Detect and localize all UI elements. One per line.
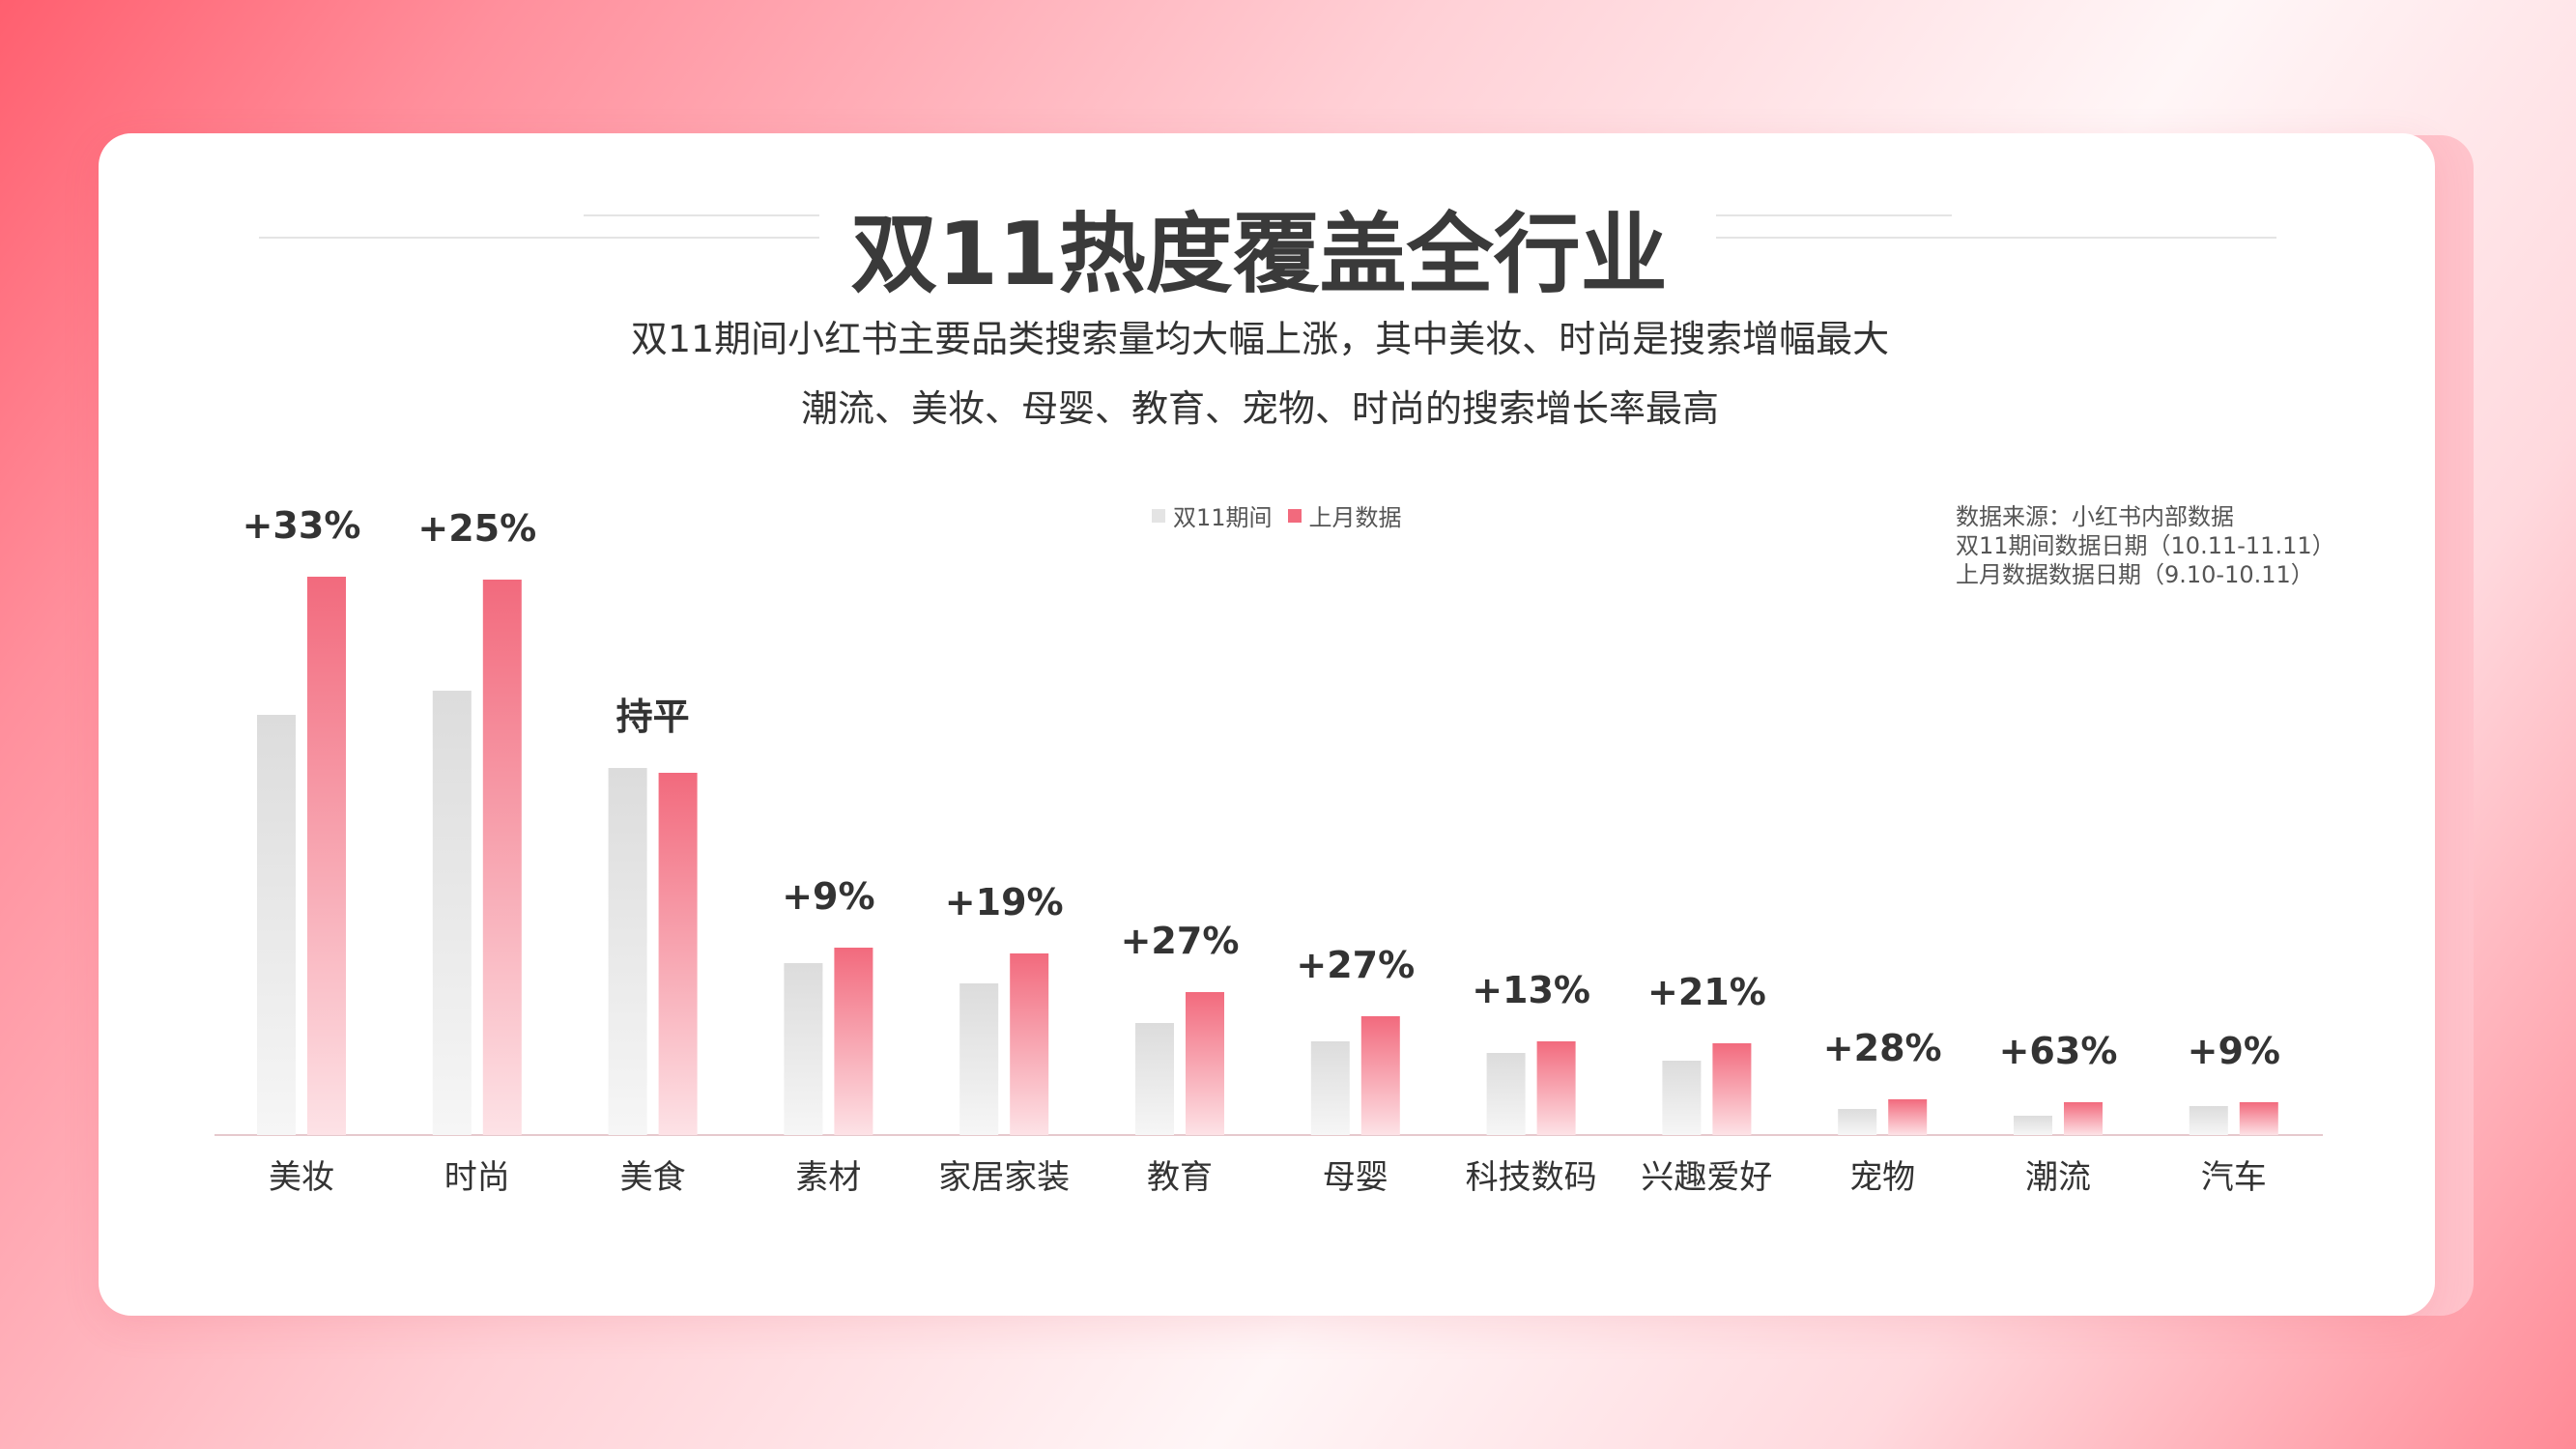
bar-double11-2 [608, 768, 647, 1135]
category-label-0: 美妆 [269, 1158, 334, 1197]
bar-last-month-8 [1712, 1043, 1752, 1135]
legend-item-double11: 双11期间 [1152, 498, 1273, 532]
page-title: 双11热度覆盖全行业 [850, 204, 1668, 305]
category-label-9: 宠物 [1849, 1158, 1915, 1197]
bar-double11-9 [1838, 1109, 1877, 1135]
title-decor-line-right-short [1716, 214, 1952, 216]
growth-label-1: +25% [417, 507, 536, 550]
growth-label-8: +21% [1647, 971, 1766, 1013]
growth-label-6: +27% [1296, 944, 1415, 986]
bar-last-month-3 [834, 948, 873, 1135]
category-label-4: 家居家装 [938, 1158, 1070, 1197]
source-line-1: 数据来源：小红书内部数据 [1956, 503, 2234, 530]
bar-double11-1 [432, 691, 472, 1135]
bar-last-month-0 [307, 577, 346, 1135]
bar-double11-6 [1310, 1041, 1350, 1135]
bar-last-month-1 [482, 580, 522, 1135]
category-label-1: 时尚 [444, 1158, 510, 1197]
category-label-3: 素材 [795, 1158, 861, 1197]
bar-last-month-5 [1186, 992, 1224, 1135]
bar-double11-8 [1662, 1061, 1702, 1135]
subtitle-line-2: 潮流、美妆、母婴、教育、宠物、时尚的搜索增长率最高 [800, 387, 1719, 430]
growth-label-4: +19% [945, 881, 1064, 923]
subtitle-line-1: 双11期间小红书主要品类搜索量均大幅上涨，其中美妆、时尚是搜索增幅最大 [630, 318, 1890, 360]
source-line-3: 上月数据数据日期（9.10-10.11） [1956, 561, 2314, 588]
growth-label-2: 持平 [616, 696, 690, 738]
legend-item-last-month: 上月数据 [1287, 498, 1402, 532]
bar-double11-4 [959, 983, 999, 1135]
growth-label-3: +9% [782, 875, 874, 918]
growth-label-5: +27% [1121, 920, 1240, 962]
growth-label-0: +33% [243, 504, 361, 547]
legend-label-last-month: 上月数据 [1308, 504, 1402, 531]
chart-legend: 双11期间 上月数据 [1152, 498, 1417, 532]
bar-last-month-6 [1360, 1016, 1400, 1135]
legend-swatch-pink [1287, 508, 1302, 523]
bar-double11-11 [2189, 1106, 2228, 1135]
bar-double11-3 [784, 963, 823, 1135]
bar-double11-10 [2014, 1116, 2052, 1135]
bar-double11-5 [1135, 1023, 1174, 1135]
bar-double11-7 [1486, 1053, 1526, 1135]
bar-last-month-4 [1010, 953, 1049, 1135]
category-label-6: 母婴 [1323, 1158, 1388, 1197]
source-line-2: 双11期间数据日期（10.11-11.11） [1956, 532, 2335, 559]
category-label-11: 汽车 [2201, 1158, 2267, 1197]
bar-last-month-9 [1888, 1099, 1928, 1135]
legend-label-double11: 双11期间 [1173, 504, 1273, 531]
category-label-5: 教育 [1147, 1158, 1213, 1197]
title-decor-line-left-short [584, 214, 819, 216]
title-decor-line-left [259, 237, 819, 239]
growth-label-11: +9% [2188, 1030, 2280, 1072]
bar-last-month-2 [658, 773, 698, 1135]
bar-last-month-11 [2239, 1102, 2278, 1135]
bar-last-month-7 [1536, 1041, 1576, 1135]
category-label-2: 美食 [620, 1158, 686, 1197]
bar-last-month-10 [2064, 1102, 2103, 1135]
category-label-7: 科技数码 [1466, 1158, 1597, 1197]
legend-swatch-grey [1152, 508, 1165, 523]
bars-group [257, 577, 2278, 1135]
growth-label-9: +28% [1823, 1027, 1942, 1069]
category-label-10: 潮流 [2025, 1158, 2091, 1197]
bar-double11-0 [257, 715, 296, 1135]
category-label-8: 兴趣爱好 [1641, 1158, 1772, 1197]
growth-label-10: +63% [1999, 1030, 2118, 1072]
growth-label-7: +13% [1472, 969, 1590, 1011]
title-decor-line-right [1716, 237, 2276, 239]
data-source-note: 数据来源：小红书内部数据 双11期间数据日期（10.11-11.11） 上月数据… [1956, 502, 2335, 589]
